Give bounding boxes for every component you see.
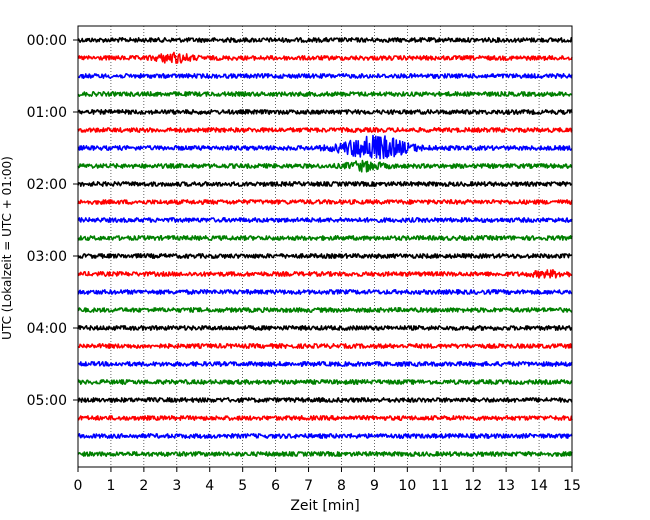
trace-line bbox=[77, 325, 573, 331]
x-axis: 0 1 2 3 4 5 6 7 8 9 10 11 12 13 14 15 bbox=[74, 467, 581, 494]
y-axis-label: UTC (Lokalzeit = UTC + 01:00) bbox=[0, 156, 14, 340]
y-tick-label: 05:00 bbox=[27, 393, 67, 409]
y-tick-label: 02:00 bbox=[27, 177, 67, 193]
x-tick-label: 9 bbox=[370, 478, 379, 494]
trace-line bbox=[77, 127, 573, 133]
x-tick-label: 6 bbox=[271, 478, 280, 494]
trace-line bbox=[77, 379, 573, 385]
trace-line bbox=[77, 451, 573, 457]
x-tick-label: 0 bbox=[74, 478, 83, 494]
y-axis: 00:00 01:00 02:00 03:00 04:00 05:00 bbox=[27, 33, 78, 409]
trace-line bbox=[77, 159, 573, 173]
trace-line bbox=[77, 307, 573, 313]
y-tick-label: 04:00 bbox=[27, 321, 67, 337]
trace-line bbox=[77, 51, 573, 64]
y-tick-label: 01:00 bbox=[27, 105, 67, 121]
trace-line bbox=[77, 361, 573, 367]
x-tick-label: 1 bbox=[106, 478, 115, 494]
trace-line bbox=[77, 289, 573, 295]
trace-line bbox=[77, 268, 573, 279]
x-tick-label: 15 bbox=[563, 478, 581, 494]
x-tick-label: 2 bbox=[139, 478, 148, 494]
trace-line bbox=[77, 181, 573, 187]
x-tick-label: 11 bbox=[431, 478, 449, 494]
x-tick-label: 5 bbox=[238, 478, 247, 494]
x-tick-label: 4 bbox=[205, 478, 214, 494]
trace-line bbox=[77, 235, 573, 241]
trace-line bbox=[77, 397, 573, 403]
trace-line bbox=[77, 91, 573, 97]
trace-line bbox=[77, 73, 573, 79]
seismic-traces bbox=[77, 37, 573, 457]
plot-frame bbox=[77, 25, 573, 468]
trace-line bbox=[77, 343, 573, 349]
x-tick-label: 13 bbox=[497, 478, 515, 494]
trace-line bbox=[77, 37, 573, 43]
trace-line bbox=[77, 109, 573, 115]
y-tick-label: 00:00 bbox=[27, 33, 67, 49]
x-axis-label: Zeit [min] bbox=[290, 498, 359, 514]
x-tick-label: 12 bbox=[464, 478, 482, 494]
trace-line bbox=[77, 217, 573, 223]
trace-line bbox=[77, 433, 573, 439]
trace-line bbox=[77, 199, 573, 205]
x-tick-label: 7 bbox=[304, 478, 313, 494]
y-tick-label: 03:00 bbox=[27, 249, 67, 265]
x-tick-label: 10 bbox=[398, 478, 416, 494]
trace-line bbox=[77, 415, 573, 421]
x-tick-label: 8 bbox=[337, 478, 346, 494]
trace-line bbox=[77, 253, 573, 259]
x-tick-label: 3 bbox=[172, 478, 181, 494]
trace-line bbox=[77, 134, 573, 160]
x-tick-label: 14 bbox=[530, 478, 548, 494]
